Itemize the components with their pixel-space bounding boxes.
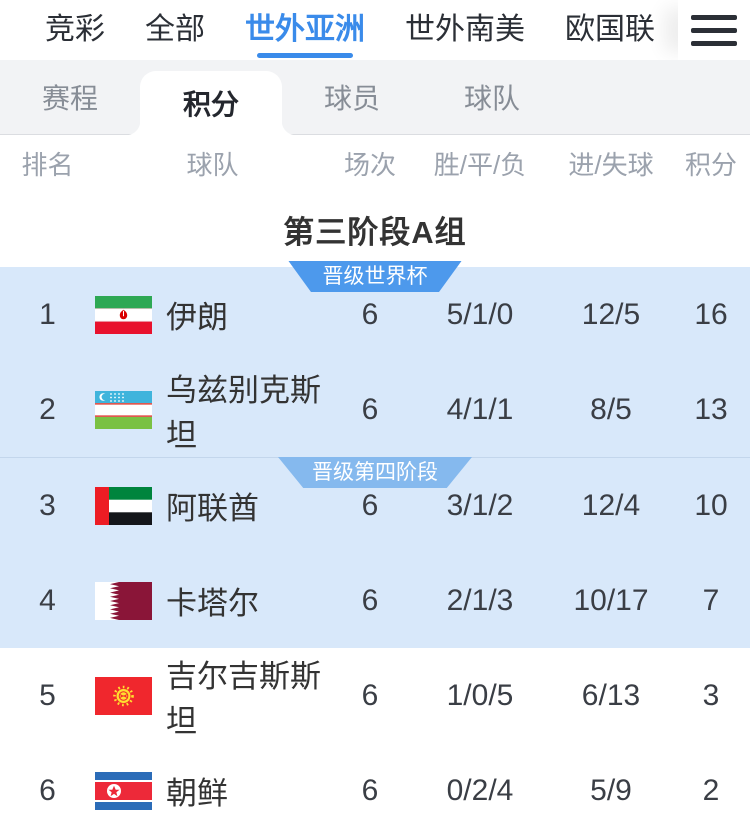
points-cell: 7	[702, 583, 720, 617]
team-cell: 乌兹别克斯坦	[95, 365, 330, 455]
nav-item-all[interactable]: 全部	[145, 13, 205, 46]
goals-cell: 12/5	[581, 297, 641, 331]
team-name: 朝鲜	[166, 776, 228, 811]
flag-uzbekistan-icon	[95, 390, 152, 429]
played-cell: 6	[361, 297, 379, 331]
team-name: 吉尔吉斯斯坦	[166, 658, 321, 739]
rank-cell: 3	[39, 488, 56, 522]
wdl-cell: 4/1/1	[446, 392, 514, 426]
rank-cell: 5	[39, 678, 56, 712]
top-nav: 竞彩 全部 世外亚洲 世外南美 欧国联	[0, 0, 750, 60]
played-cell: 6	[361, 392, 379, 426]
table-row[interactable]: 4 卡塔尔 6 2/1/3 10/17 7	[0, 553, 750, 648]
stage-title: 第三阶段A组	[0, 191, 750, 267]
team-name: 卡塔尔	[166, 586, 259, 621]
played-cell: 6	[361, 583, 379, 617]
header-team: 球队	[186, 149, 239, 180]
goals-cell: 12/4	[581, 488, 641, 522]
group-eliminated: 5 吉尔吉斯斯坦 6 1/0/5 6/13 3 6	[0, 648, 750, 836]
tab-schedule[interactable]: 赛程	[41, 82, 98, 114]
flag-uae-icon	[95, 486, 152, 525]
nav-item-nations-league[interactable]: 欧国联	[565, 13, 655, 46]
table-row[interactable]: 1 伊朗 6 5/1/0 12/5 16	[0, 267, 750, 362]
goals-cell: 10/17	[573, 583, 649, 617]
flag-kyrgyzstan-icon	[95, 676, 152, 715]
points-cell: 2	[702, 773, 720, 807]
flag-iran-icon	[95, 295, 152, 334]
points-cell: 10	[694, 488, 728, 522]
header-rank: 排名	[21, 149, 74, 180]
rank-cell: 6	[39, 773, 56, 807]
header-wdl: 胜/平/负	[433, 149, 527, 180]
played-cell: 6	[361, 678, 379, 712]
played-cell: 6	[361, 488, 379, 522]
team-name: 乌兹别克斯坦	[166, 372, 321, 453]
team-cell: 吉尔吉斯斯坦	[95, 651, 330, 741]
wdl-cell: 3/1/2	[446, 488, 514, 522]
team-name: 阿联酋	[166, 491, 259, 526]
tab-players[interactable]: 球员	[323, 82, 380, 114]
qualify-world-cup-badge: 晋级世界杯	[288, 261, 462, 292]
header-goals: 进/失球	[568, 149, 654, 180]
rank-cell: 2	[39, 392, 56, 426]
table-row[interactable]: 3 阿联酋 6 3/1/2 12/4 10	[0, 458, 750, 553]
team-cell: 伊朗	[95, 292, 330, 337]
nav-item-jingcai[interactable]: 竞彩	[45, 13, 105, 46]
rank-cell: 1	[39, 297, 56, 331]
rank-cell: 4	[39, 583, 56, 617]
team-cell: 朝鲜	[95, 768, 330, 813]
group-qualify-fourth-stage: 晋级第四阶段 3 阿联酋 6 3/1/2 12/4 10 4	[0, 457, 750, 648]
flag-qatar-icon	[95, 581, 152, 620]
nav-item-wcq-south-america[interactable]: 世外南美	[405, 13, 525, 46]
wdl-cell: 0/2/4	[446, 773, 514, 807]
nav-item-wcq-asia[interactable]: 世外亚洲	[245, 0, 365, 60]
qualify-fourth-stage-badge: 晋级第四阶段	[278, 457, 472, 488]
wdl-cell: 2/1/3	[446, 583, 514, 617]
points-cell: 16	[694, 297, 728, 331]
table-row[interactable]: 6 朝鲜 6 0/2/4 5/9 2	[0, 743, 750, 836]
group-qualify-world-cup: 晋级世界杯 1 伊朗 6 5/1/0 12/5 16 2	[0, 261, 750, 458]
team-cell: 卡塔尔	[95, 578, 330, 623]
goals-cell: 8/5	[590, 392, 632, 426]
table-row[interactable]: 2 乌兹别克	[0, 362, 750, 457]
team-cell: 阿联酋	[95, 483, 330, 528]
sub-tab-bar: 赛程 积分 球员 球队	[0, 60, 750, 135]
table-header-row: 排名 球队 场次 胜/平/负 进/失球 积分	[0, 135, 750, 191]
played-cell: 6	[361, 773, 379, 807]
team-name: 伊朗	[166, 300, 228, 335]
table-row[interactable]: 5 吉尔吉斯斯坦 6 1/0/5 6/13 3	[0, 648, 750, 743]
goals-cell: 5/9	[590, 773, 632, 807]
flag-north-korea-icon	[95, 771, 152, 810]
wdl-cell: 1/0/5	[446, 678, 514, 712]
points-cell: 13	[694, 392, 728, 426]
wdl-cell: 5/1/0	[446, 297, 514, 331]
hamburger-menu-icon[interactable]	[678, 0, 750, 60]
tab-teams[interactable]: 球队	[463, 82, 520, 114]
tab-standings[interactable]: 积分	[126, 71, 296, 135]
goals-cell: 6/13	[581, 678, 641, 712]
points-cell: 3	[702, 678, 720, 712]
header-played: 场次	[343, 149, 396, 180]
header-points: 积分	[684, 149, 737, 180]
